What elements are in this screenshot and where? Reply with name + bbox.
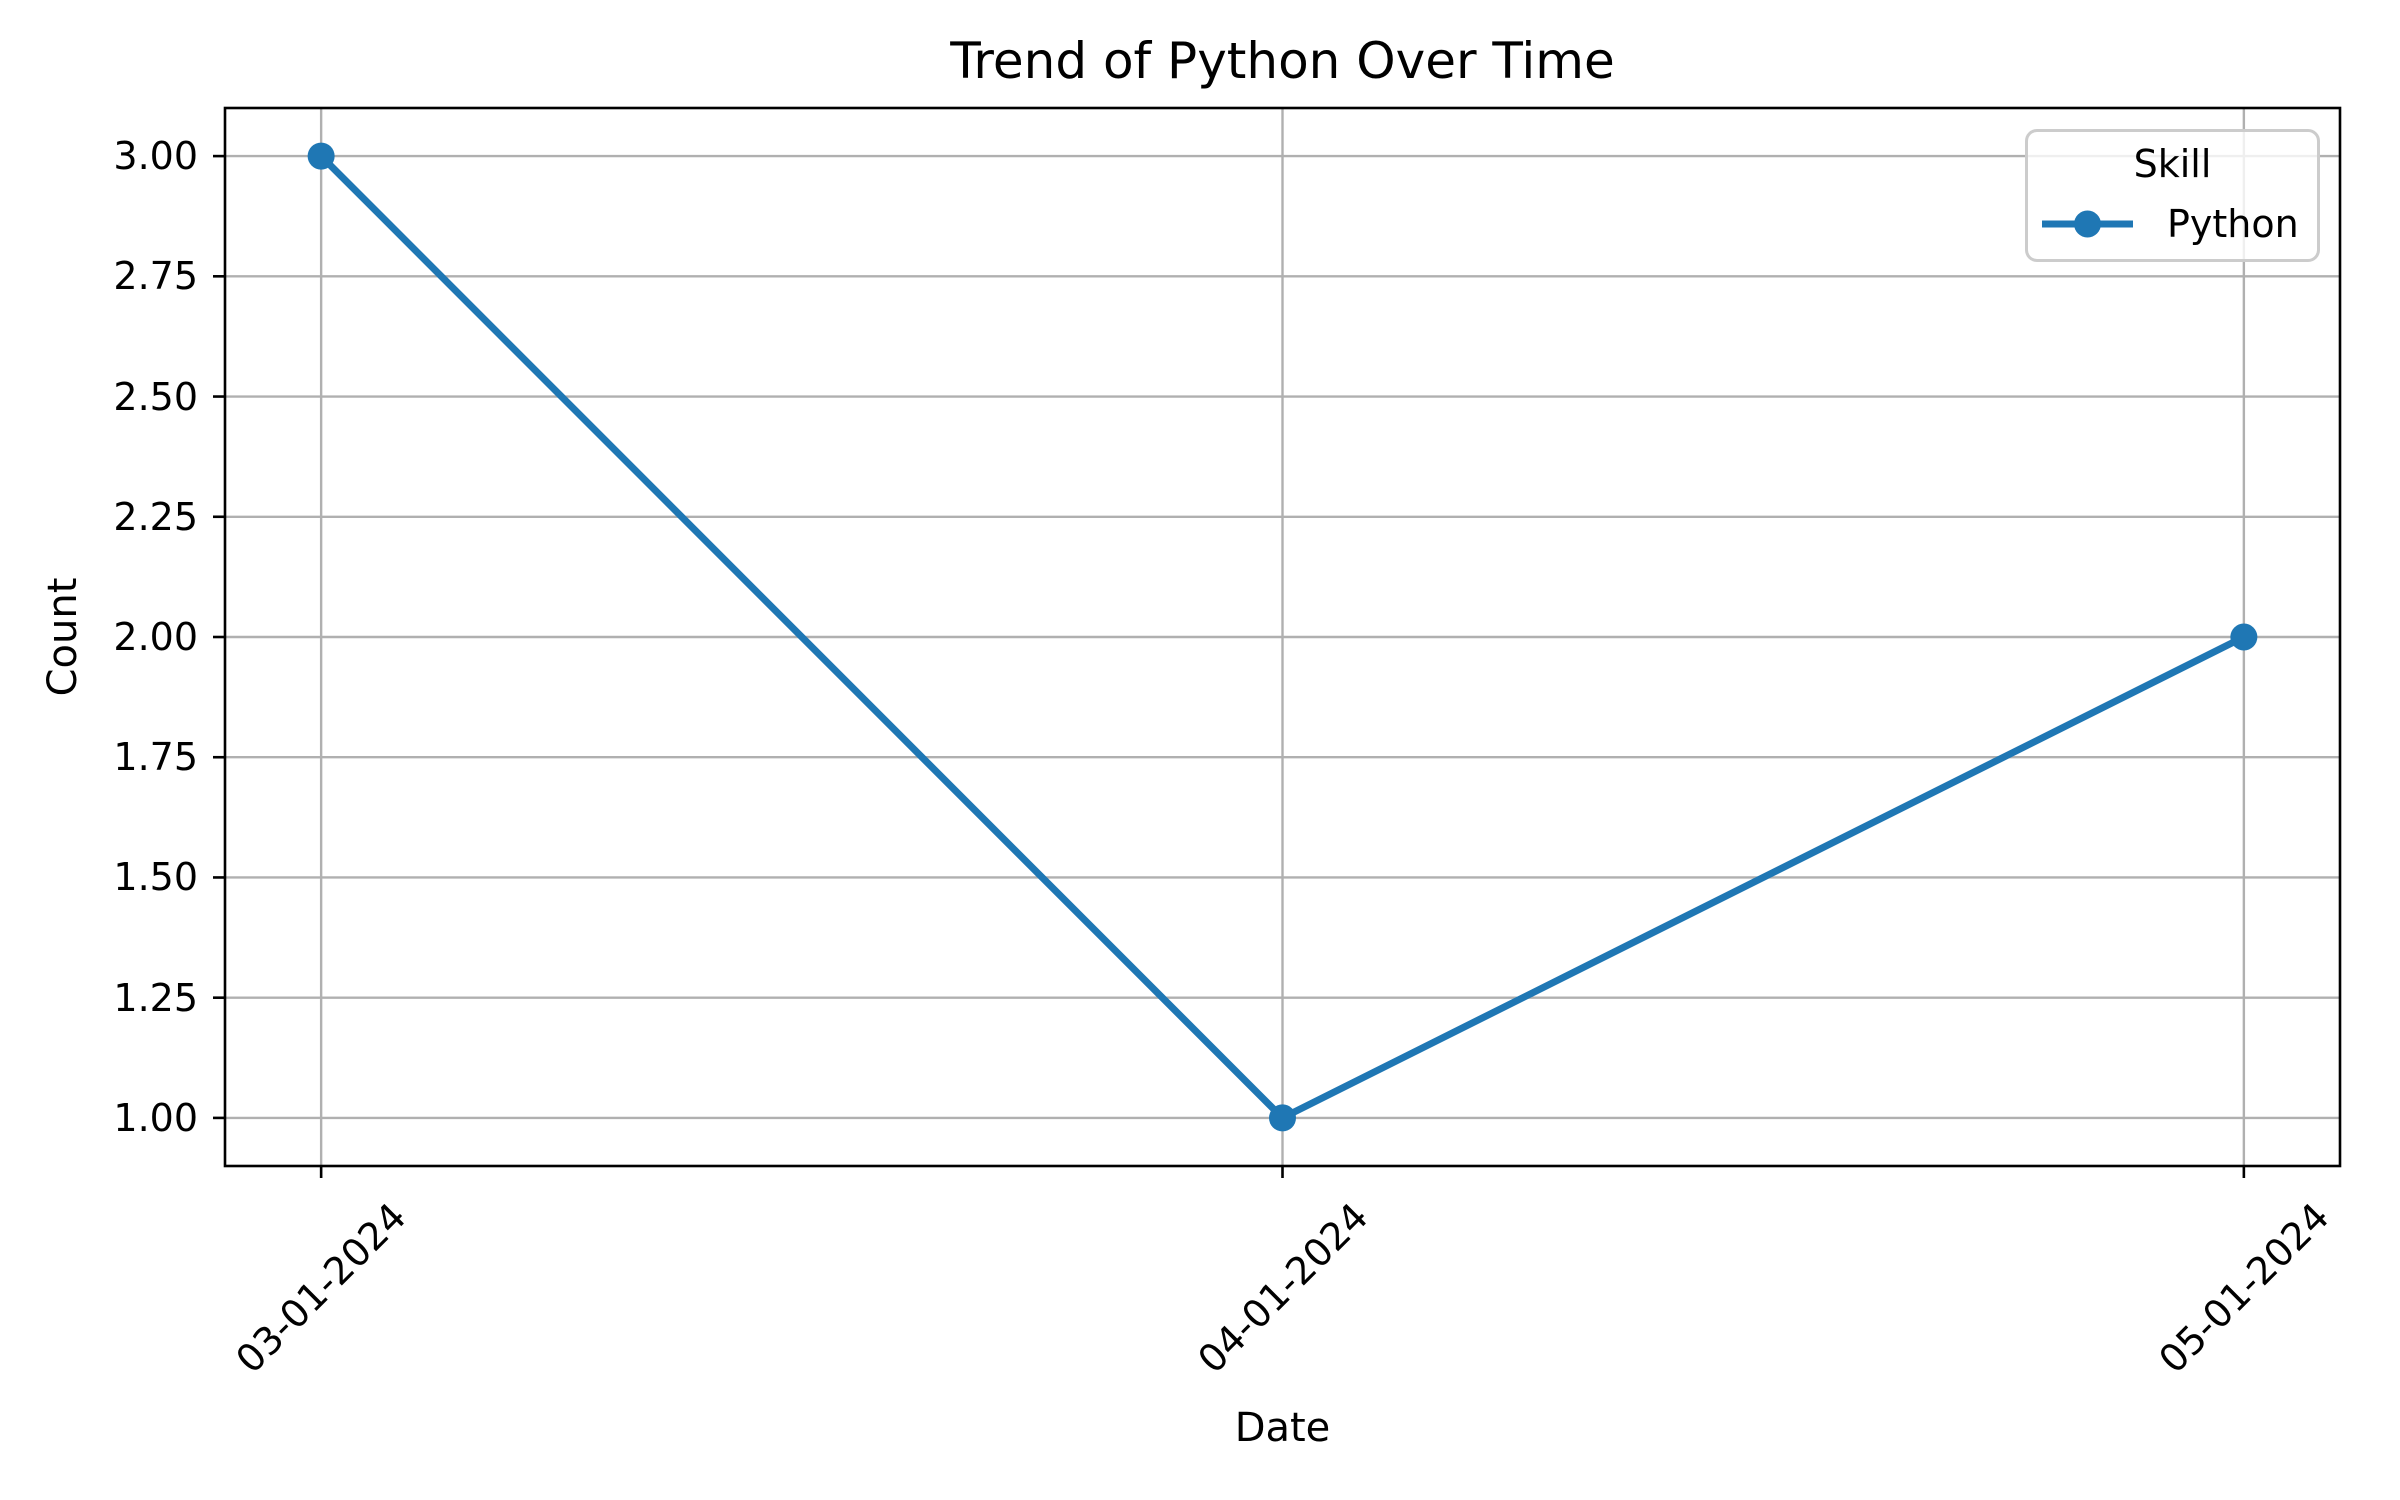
legend-item-label: Python: [2167, 201, 2299, 246]
data-point-marker: [307, 142, 335, 170]
y-tick-label: 3.00: [113, 134, 198, 179]
y-tick-label: 1.50: [113, 855, 198, 900]
legend-item-python: Python: [2028, 202, 2317, 246]
y-axis-label: Count: [40, 577, 86, 697]
data-point-marker: [1269, 1104, 1296, 1132]
data-point-marker: [2230, 623, 2258, 651]
y-tick-label: 2.25: [113, 494, 198, 539]
y-tick-label: 2.00: [113, 615, 198, 659]
y-tick-label: 1.25: [113, 975, 198, 1020]
legend: Skill Python: [2025, 129, 2320, 262]
y-tick-label: 1.00: [113, 1095, 198, 1140]
chart-title: Trend of Python Over Time: [950, 32, 1615, 90]
y-tick-label: 1.75: [113, 735, 198, 780]
legend-items: Python: [2028, 202, 2317, 246]
legend-title: Skill: [2133, 142, 2212, 186]
x-axis-label: Date: [1234, 1405, 1331, 1451]
legend-line-marker-icon: [2042, 210, 2133, 238]
y-tick-label: 2.50: [113, 374, 198, 419]
y-tick-label: 2.75: [113, 254, 198, 299]
